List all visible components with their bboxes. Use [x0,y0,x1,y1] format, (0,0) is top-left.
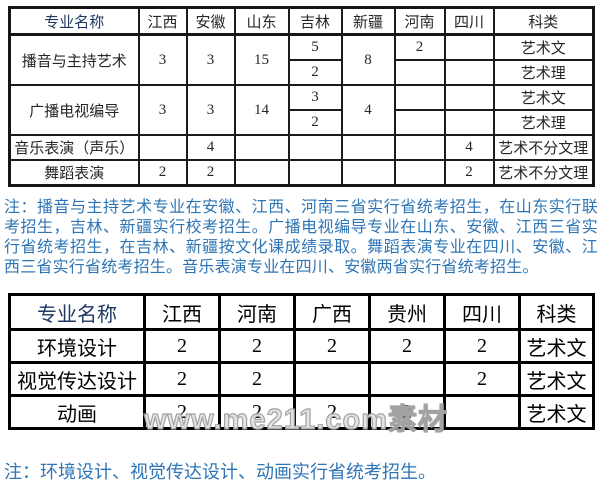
quota-cell: 2 [443,159,495,187]
quota-cell: 2 [368,328,446,364]
quota-cell [443,394,521,430]
table-row: 视觉传达设计 2 2 2 艺术文 [8,361,595,397]
quota-cell [393,59,446,86]
major-name-cell: 音乐表演（声乐） [8,134,140,161]
column-header-sichuan: 四川 [443,6,495,36]
quota-cell: 3 [137,84,188,136]
quota-cell: 2 [218,394,296,430]
quota-cell: 2 [137,159,188,187]
quota-cell [137,134,188,161]
quota-cell: 15 [233,33,290,86]
quota-cell: 3 [185,33,236,86]
table-row: 音乐表演（声乐） 4 4 艺术不分文理 [8,134,595,161]
table-header-row: 专业名称 江西 河南 广西 贵州 四川 科类 [8,293,595,331]
quota-cell: 2 [218,361,296,397]
quota-cell [287,134,343,161]
quota-cell: 3 [287,84,343,111]
quota-cell: 2 [368,394,446,430]
table-row: 2 艺术理 [10,109,595,136]
column-header-major-name: 专业名称 [8,6,140,36]
quota-cell [393,134,446,161]
table-row: 播音与主持艺术 3 3 15 5 8 2 艺术文 [8,33,595,86]
major-name-cell: 视觉传达设计 [8,361,146,397]
quota-cell [340,159,396,187]
quota-cell: 2 [293,394,371,430]
category-cell: 艺术文 [518,328,595,364]
quota-cell: 3 [137,33,188,86]
quota-cell [287,159,343,187]
major-name-cell: 播音与主持艺术 [8,33,140,86]
quota-cell: 2 [287,109,343,136]
quota-cell [393,84,446,111]
quota-cell [233,159,290,187]
column-header-category: 科类 [518,293,595,331]
quota-cell [443,33,495,61]
quota-cell: 2 [293,328,371,364]
quota-cell [443,84,495,111]
quota-cell: 2 [443,361,521,397]
column-header-xinjiang: 新疆 [340,6,396,36]
quota-cell [293,361,371,397]
column-header-sichuan: 四川 [443,293,521,331]
design-majors-admission-table: 专业名称 江西 河南 广西 贵州 四川 科类 环境设计 2 2 2 2 2 艺术… [8,293,595,430]
quota-cell: 3 [185,84,236,136]
table-header-row: 专业名称 江西 安徽 山东 吉林 新疆 河南 四川 科类 [8,6,595,36]
quota-cell: 2 [143,394,221,430]
table-row: 2 艺术理 [10,59,595,86]
quota-cell: 4 [340,84,396,136]
column-header-guizhou: 贵州 [368,293,446,331]
quota-cell [393,159,446,187]
column-header-henan: 河南 [393,6,446,36]
column-header-jiangxi: 江西 [143,293,221,331]
arts-majors-admission-table: 专业名称 江西 安徽 山东 吉林 新疆 河南 四川 科类 播音与主持艺术 3 3… [8,6,595,187]
column-header-major-name: 专业名称 [8,293,146,331]
arts-table-note: 注：播音与主持艺术专业在安徽、江西、河南三省实行省统考招生，在山东实行联考招生，… [4,199,598,276]
quota-cell [233,134,290,161]
column-header-jilin: 吉林 [287,6,343,36]
quota-cell: 2 [443,328,521,364]
column-header-jiangxi: 江西 [137,6,188,36]
category-cell: 艺术不分文理 [492,134,595,161]
quota-cell: 4 [443,134,495,161]
quota-cell: 4 [185,134,236,161]
category-cell: 艺术不分文理 [492,159,595,187]
major-name-cell: 环境设计 [8,328,146,364]
quota-cell: 14 [233,84,290,136]
category-cell: 艺术理 [492,109,595,136]
major-name-cell: 动画 [8,394,146,430]
table-row: 动画 2 2 2 2 艺术文 [8,394,595,430]
design-table-note: 注：环境设计、视觉传达设计、动画实行省统考招生。 [4,462,436,482]
quota-cell: 2 [143,361,221,397]
category-cell: 艺术文 [518,394,595,430]
column-header-shandong: 山东 [233,6,290,36]
quota-cell: 2 [185,159,236,187]
column-header-henan: 河南 [218,293,296,331]
category-cell: 艺术文 [492,84,595,111]
category-cell: 艺术理 [492,59,595,86]
major-name-cell: 舞蹈表演 [8,159,140,187]
quota-cell [443,109,495,136]
quota-cell: 8 [340,33,396,86]
quota-cell [368,361,446,397]
table-row: 环境设计 2 2 2 2 2 艺术文 [8,328,595,364]
quota-cell: 2 [143,328,221,364]
quota-cell [393,109,446,136]
column-header-anhui: 安徽 [185,6,236,36]
quota-cell [443,59,495,86]
quota-cell: 2 [218,328,296,364]
quota-cell: 2 [393,33,446,61]
major-name-cell: 广播电视编导 [8,84,140,136]
category-cell: 艺术文 [518,361,595,397]
quota-cell [340,134,396,161]
table-row: 广播电视编导 3 3 14 3 4 艺术文 [8,84,595,136]
category-cell: 艺术文 [492,33,595,61]
table-row: 舞蹈表演 2 2 2 艺术不分文理 [8,159,595,187]
column-header-category: 科类 [492,6,595,36]
quota-cell: 2 [287,59,343,86]
quota-cell: 5 [287,33,343,61]
column-header-guangxi: 广西 [293,293,371,331]
